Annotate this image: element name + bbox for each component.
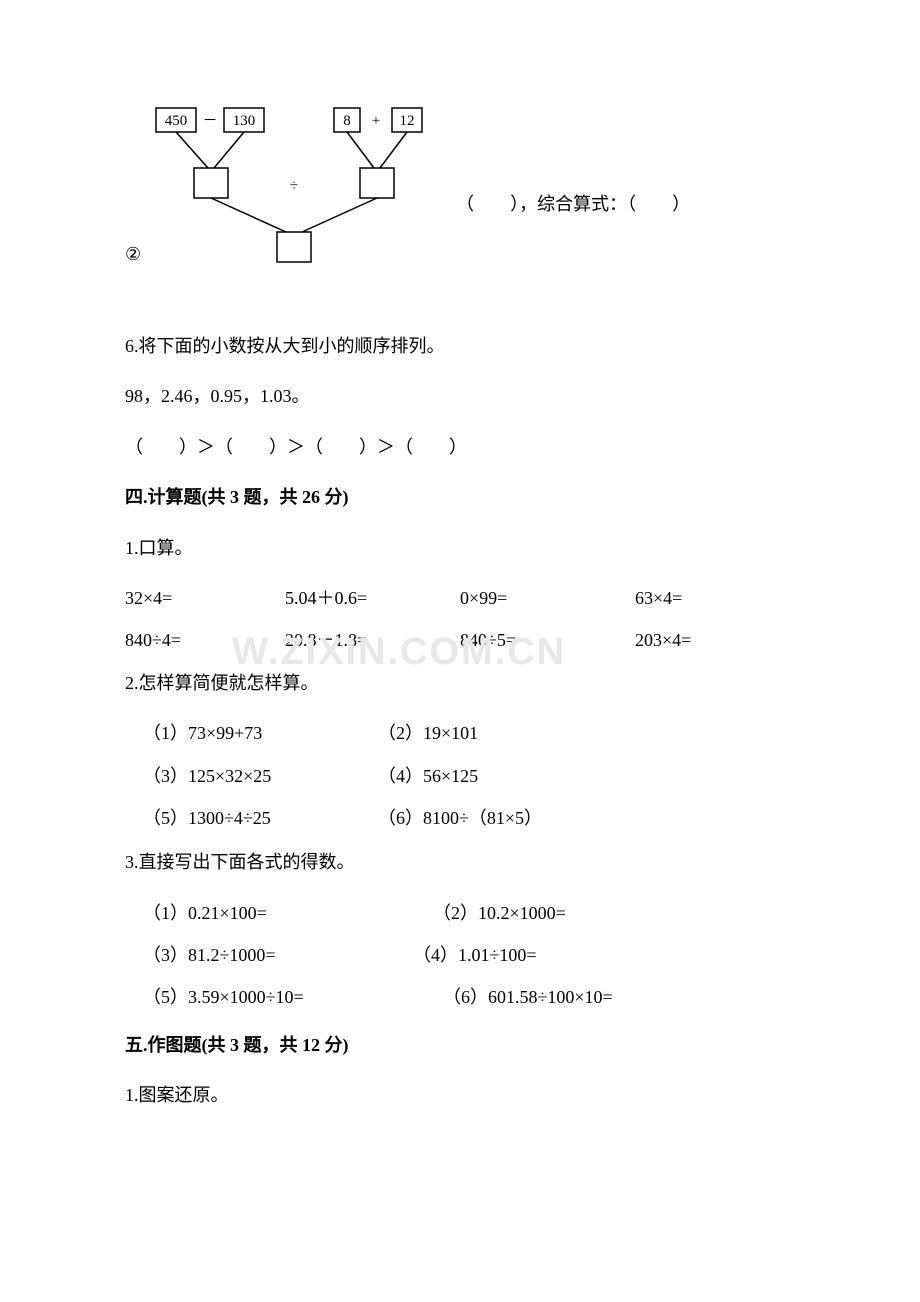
calc-row: （5）3.59×1000÷10= （6）601.58÷100×10= — [125, 981, 795, 1013]
calc-row: 840÷4= 20.8－1.8= 840÷5= 203×4= — [125, 624, 795, 656]
s4-q2-title: 2.怎样算简便就怎样算。 — [125, 667, 795, 699]
diagram-row: ② 450 － 130 8 + 12 — [125, 100, 795, 270]
calc-item: 0×99= — [460, 582, 635, 614]
flow-diagram: 450 － 130 8 + 12 — [146, 100, 446, 270]
calc-item: （6）601.58÷100×10= — [443, 981, 613, 1013]
calc-row: （1）73×99+73 （2）19×101 — [125, 717, 795, 749]
calc-item: （3）81.2÷1000= — [143, 939, 413, 971]
calc-row: （3）125×32×25 （4）56×125 — [125, 760, 795, 792]
calc-row: （5）1300÷4÷25 （6）8100÷（81×5） — [125, 802, 795, 834]
box-val: 450 — [165, 113, 188, 129]
calc-item: （6）8100÷（81×5） — [378, 802, 542, 834]
svg-text:+: + — [372, 113, 380, 129]
calc-item: （1）73×99+73 — [143, 717, 378, 749]
section5-header: 五.作图题(共 3 题，共 12 分) — [125, 1029, 795, 1061]
page-content: ② 450 － 130 8 + 12 — [0, 0, 920, 1112]
calc-item: 32×4= — [125, 582, 285, 614]
s4-q1-title: 1.口算。 — [125, 532, 795, 564]
calc-item: 840÷4= — [125, 624, 285, 656]
calc-item: （3）125×32×25 — [143, 760, 378, 792]
calc-item: （2）19×101 — [378, 717, 478, 749]
svg-text:－: － — [203, 113, 218, 129]
calc-item: （4）56×125 — [378, 760, 478, 792]
calc-item: 20.8－1.8= — [285, 624, 460, 656]
calc-item: 203×4= — [635, 624, 691, 656]
q6-blanks: （ ）＞（ ）＞（ ）＞（ ） — [125, 431, 795, 463]
calc-row: 32×4= 5.04＋0.6= 0×99= 63×4= — [125, 582, 795, 614]
s4-q3-title: 3.直接写出下面各式的得数。 — [125, 846, 795, 878]
calc-item: 63×4= — [635, 582, 682, 614]
svg-text:8: 8 — [343, 113, 351, 129]
svg-text:130: 130 — [233, 113, 256, 129]
calc-item: （1）0.21×100= — [143, 897, 433, 929]
section4-header: 四.计算题(共 3 题，共 26 分) — [125, 481, 795, 513]
calc-row: （1）0.21×100= （2）10.2×1000= — [125, 897, 795, 929]
q6-numbers: 98，2.46，0.95，1.03。 — [125, 380, 795, 412]
calc-item: （4）1.01÷100= — [413, 939, 537, 971]
calc-item: 840÷5= — [460, 624, 635, 656]
calc-item: （2）10.2×1000= — [433, 897, 566, 929]
s5-q1: 1.图案还原。 — [125, 1079, 795, 1111]
diagram-blank: （ ），综合算式：（ ） — [456, 188, 690, 270]
calc-item: （5）3.59×1000÷10= — [143, 981, 443, 1013]
item-number-circle: ② — [125, 238, 141, 270]
q6-title: 6.将下面的小数按从大到小的顺序排列。 — [125, 330, 795, 362]
calc-row: （3）81.2÷1000= （4）1.01÷100= — [125, 939, 795, 971]
svg-text:12: 12 — [400, 113, 415, 129]
calc-item: （5）1300÷4÷25 — [143, 802, 378, 834]
svg-text:÷: ÷ — [290, 178, 298, 194]
calc-item: 5.04＋0.6= — [285, 582, 460, 614]
